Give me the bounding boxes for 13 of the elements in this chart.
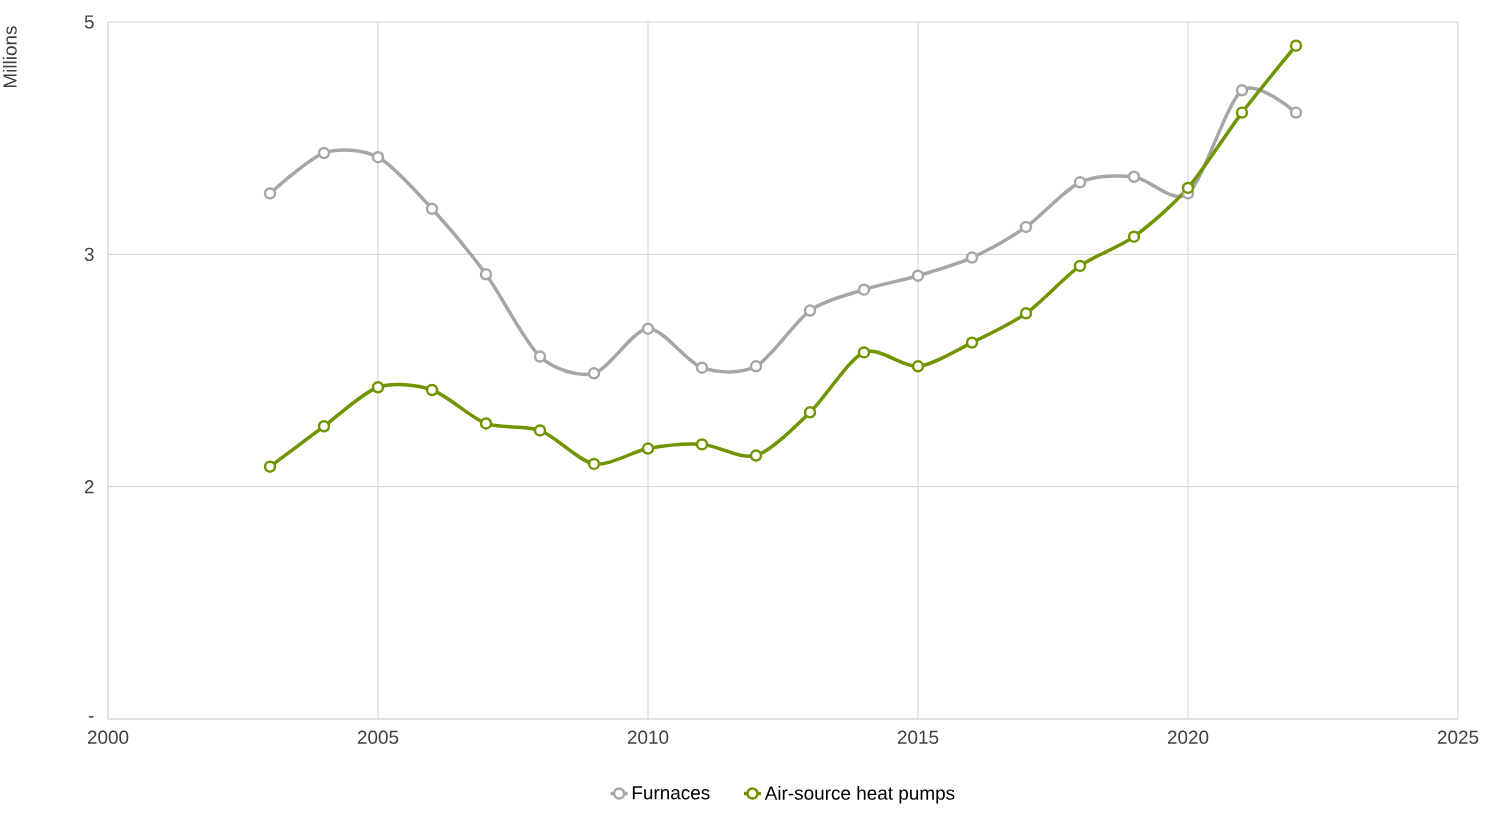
y-axis-title: Millions: [2, 26, 17, 88]
legend-label: Air-source heat pumps: [764, 785, 955, 804]
x-tick-label: 2000: [87, 730, 129, 744]
x-tick-label: 2015: [897, 730, 939, 744]
x-tick-label: 2025: [1437, 730, 1479, 744]
y-tick-label: 5: [84, 15, 94, 29]
x-tick-label: 2005: [357, 730, 399, 744]
y-tick-label: -: [89, 716, 94, 718]
x-tick-label: 2020: [1167, 730, 1209, 744]
y-tick-label: 2: [84, 480, 94, 494]
x-tick-label: 2010: [627, 730, 669, 744]
legend-label: Furnaces: [632, 786, 710, 800]
y-tick-label: 3: [84, 247, 94, 262]
